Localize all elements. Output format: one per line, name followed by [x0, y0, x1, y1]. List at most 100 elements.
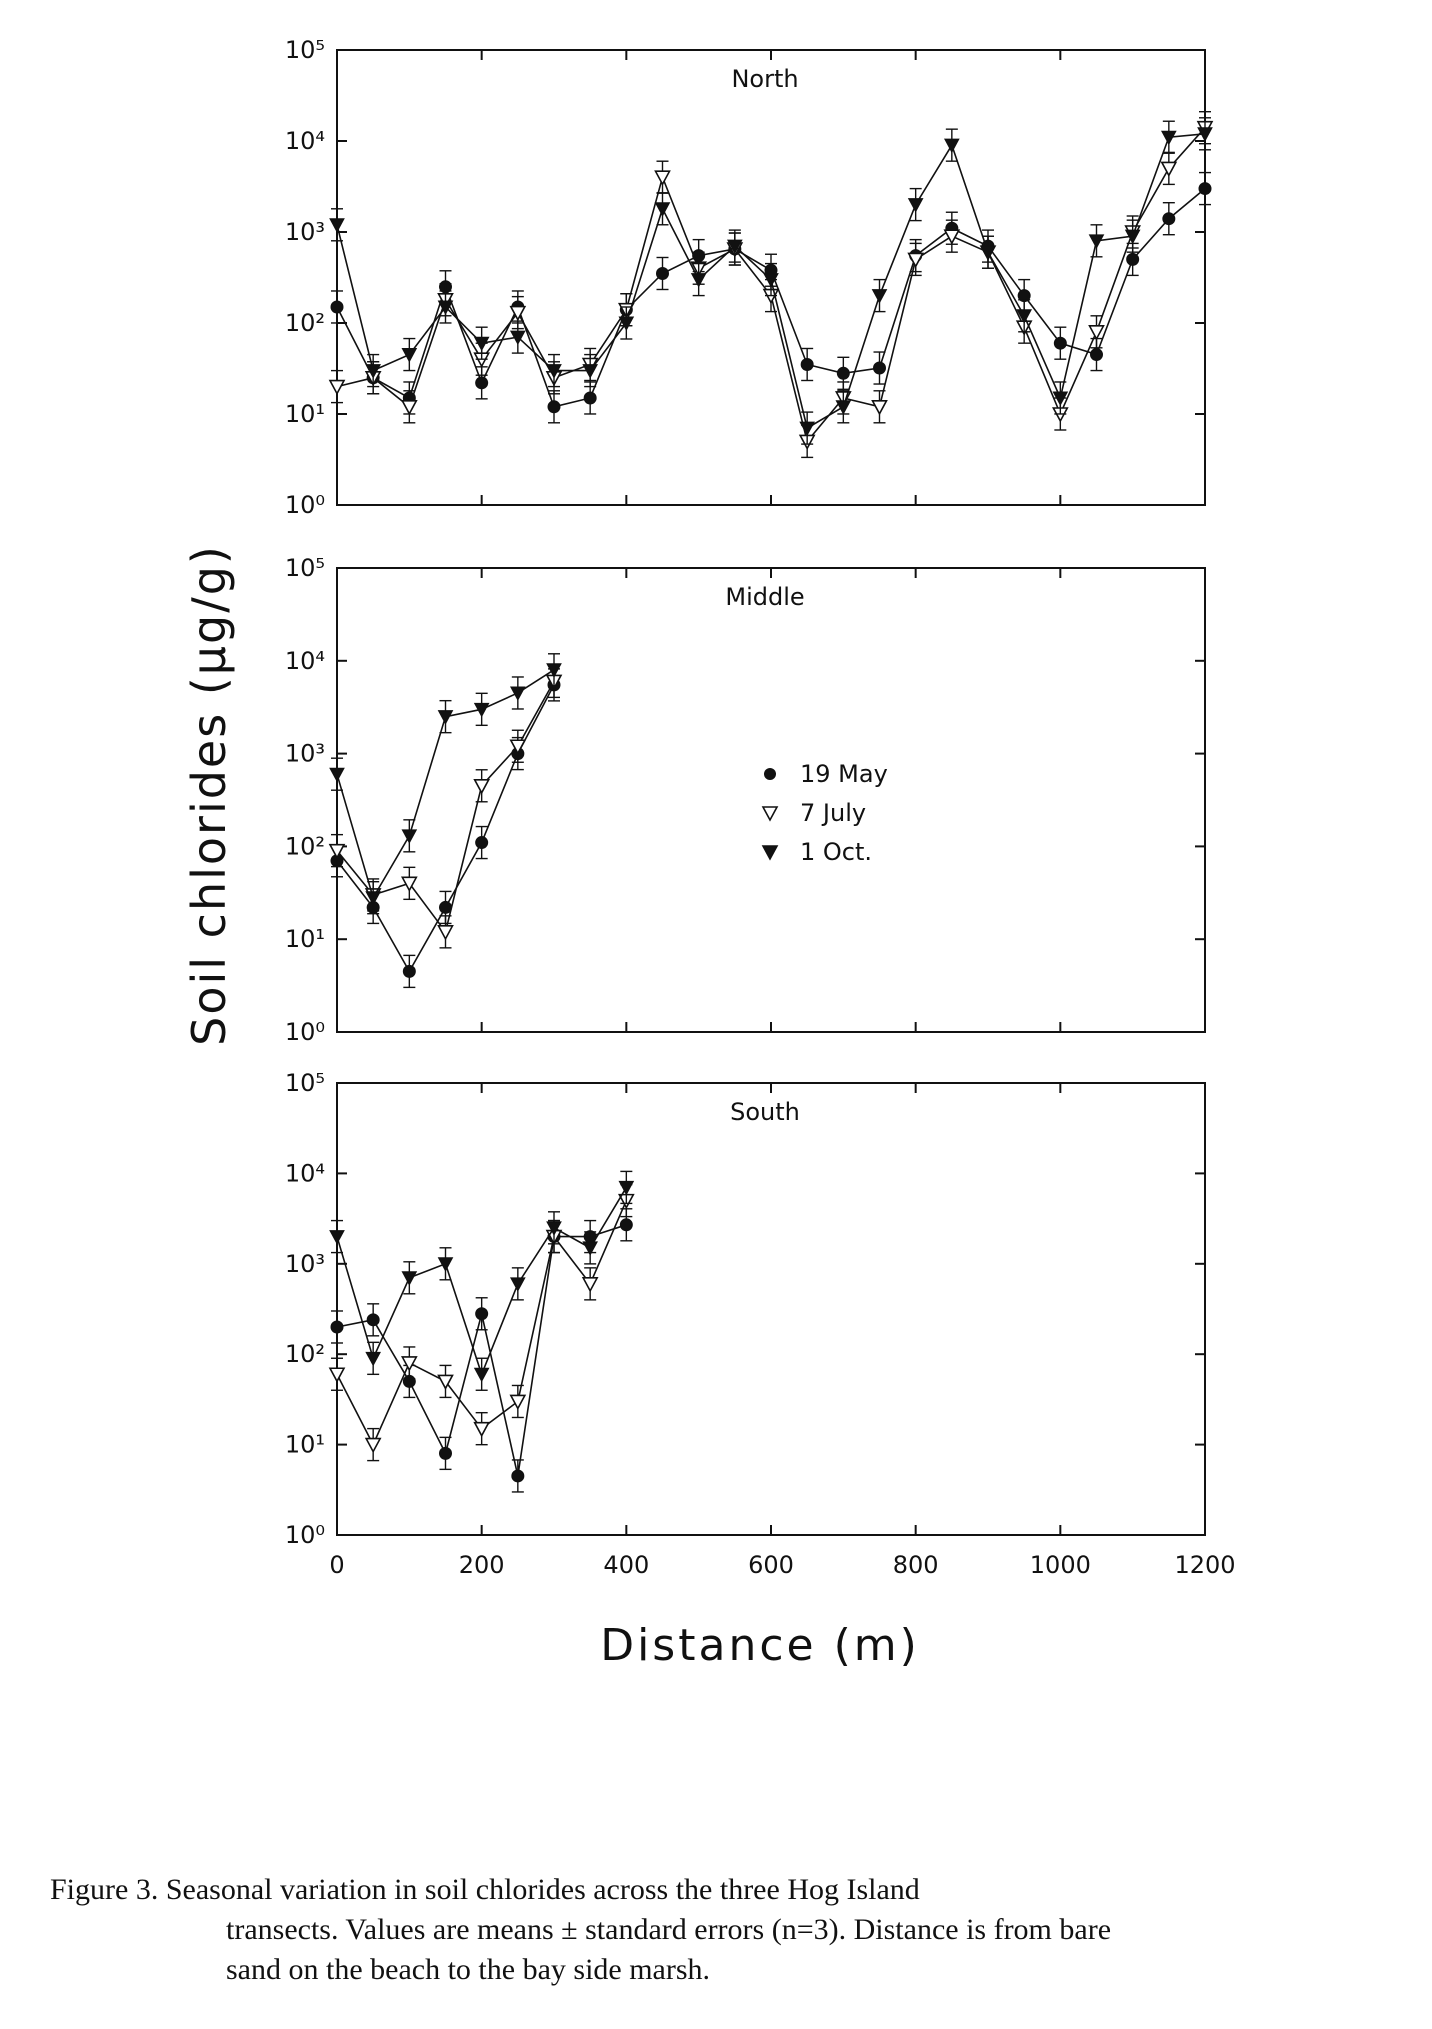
data-point: [473, 778, 491, 795]
data-point: [437, 300, 454, 316]
data-point: [690, 273, 707, 288]
data-point: [365, 891, 382, 906]
data-point: [400, 876, 418, 893]
data-point: [401, 348, 418, 363]
data-point: [1016, 309, 1033, 324]
data-point: [330, 300, 344, 314]
y-tick-label: 10⁴: [285, 647, 325, 675]
data-point: [509, 686, 526, 702]
data-point: [546, 1221, 562, 1236]
data-point: [873, 361, 886, 375]
legend-label: 1 Oct.: [800, 838, 872, 866]
data-point: [437, 1374, 454, 1391]
data-point: [581, 1277, 599, 1293]
panel-title: South: [730, 1098, 800, 1126]
legend: 19 May 7 July 1 Oct.: [761, 760, 888, 866]
data-point: [582, 364, 599, 379]
data-point: [329, 767, 345, 783]
data-point: [475, 836, 489, 850]
legend-marker: [761, 806, 779, 822]
series-1-oct-: [329, 117, 1213, 445]
panel-south: 10⁰ 10¹ 10² 10³ 10⁴ 10⁵ 0 200 400 600 800 1000 1200 S…: [285, 1069, 1236, 1579]
x-tick-label: 400: [603, 1551, 649, 1579]
data-point: [546, 663, 562, 678]
y-tick-label: 10⁵: [285, 36, 325, 64]
data-point: [401, 1271, 418, 1286]
data-point: [475, 1307, 489, 1321]
data-point: [401, 829, 418, 844]
data-point: [1126, 252, 1140, 266]
chart-panels: 10⁰10¹10²10³10⁴10⁵North10⁰10¹10²10³10⁴10…: [285, 36, 1236, 1579]
data-point: [656, 266, 669, 280]
data-point: [366, 1313, 380, 1327]
caption-line-3: sand on the beach to the bay side marsh.: [226, 1953, 711, 1986]
x-tick-label: 200: [459, 1551, 505, 1579]
legend-label: 19 May: [800, 760, 888, 788]
data-point: [400, 1356, 418, 1372]
data-point: [473, 336, 490, 352]
plot-frame: [336, 567, 1206, 1033]
data-point: [509, 330, 526, 346]
data-point: [654, 202, 671, 217]
y-tick-label: 10³: [285, 1250, 325, 1278]
data-point: [799, 421, 816, 437]
data-point: [328, 1367, 346, 1383]
y-tick-label: 10¹: [285, 1431, 325, 1459]
data-point: [1160, 130, 1177, 146]
data-point: [546, 364, 562, 379]
data-point: [582, 1241, 599, 1256]
y-tick-label: 10²: [285, 1340, 325, 1368]
y-tick-label: 10⁰: [285, 1521, 325, 1549]
legend-label: 7 July: [800, 799, 866, 827]
data-point: [943, 229, 961, 245]
figure-caption: Figure 3. Seasonal variation in soil chl…: [50, 1870, 1430, 1990]
data-point: [329, 218, 345, 233]
panel-north: 10⁰ 10¹ 10² 10³ 10⁴ 10⁵ North: [285, 36, 1214, 519]
data-point: [1198, 182, 1212, 196]
data-point: [437, 1257, 454, 1272]
series-1-oct-: [329, 1170, 635, 1391]
data-point: [583, 391, 597, 405]
y-tick-label: 10³: [285, 740, 325, 768]
y-tick-label: 10¹: [285, 400, 325, 428]
panel-middle: 10⁰ 10¹ 10² 10³ 10⁴ 10⁵ Middle: [285, 554, 1206, 1046]
x-tick-label: 1000: [1030, 1551, 1091, 1579]
x-tick-label: 0: [329, 1551, 344, 1579]
data-point: [364, 1437, 382, 1454]
data-point: [907, 252, 925, 269]
data-point: [1197, 127, 1213, 142]
caption-line-2: transects. Values are means ± standard e…: [226, 1913, 1112, 1946]
plot-frame: [336, 1082, 1206, 1536]
data-point: [618, 316, 635, 332]
data-point: [835, 400, 852, 415]
data-point: [400, 399, 418, 416]
y-tick-label: 10⁵: [285, 554, 325, 582]
y-axis-label: Soil chlorides (μg/g): [182, 544, 236, 1046]
x-tick-label: 1200: [1174, 1551, 1235, 1579]
data-point: [365, 1351, 382, 1367]
data-point: [511, 1469, 525, 1483]
data-point: [509, 1277, 526, 1292]
data-point: [1160, 161, 1178, 178]
data-point: [943, 138, 960, 154]
figure-3-chart: 10⁰10¹10²10³10⁴10⁵North10⁰10¹10²10³10⁴10…: [182, 36, 1236, 1671]
x-tick-label: 800: [893, 1551, 939, 1579]
series-7-july: [328, 1183, 635, 1462]
data-point: [763, 273, 779, 288]
data-point: [475, 376, 489, 390]
panel-title: Middle: [725, 583, 804, 611]
y-tick-label: 10²: [285, 309, 325, 337]
data-point: [1053, 336, 1067, 350]
y-tick-label: 10⁰: [285, 491, 325, 519]
data-point: [439, 1446, 452, 1460]
y-tick-label: 10²: [285, 832, 325, 860]
data-point: [1052, 391, 1069, 407]
data-point: [473, 702, 490, 718]
data-point: [328, 379, 346, 396]
data-point: [800, 357, 814, 371]
data-point: [509, 739, 527, 755]
legend-marker: [761, 845, 779, 861]
data-point: [980, 245, 996, 261]
data-point: [726, 239, 743, 255]
y-tick-label: 10³: [285, 218, 325, 246]
